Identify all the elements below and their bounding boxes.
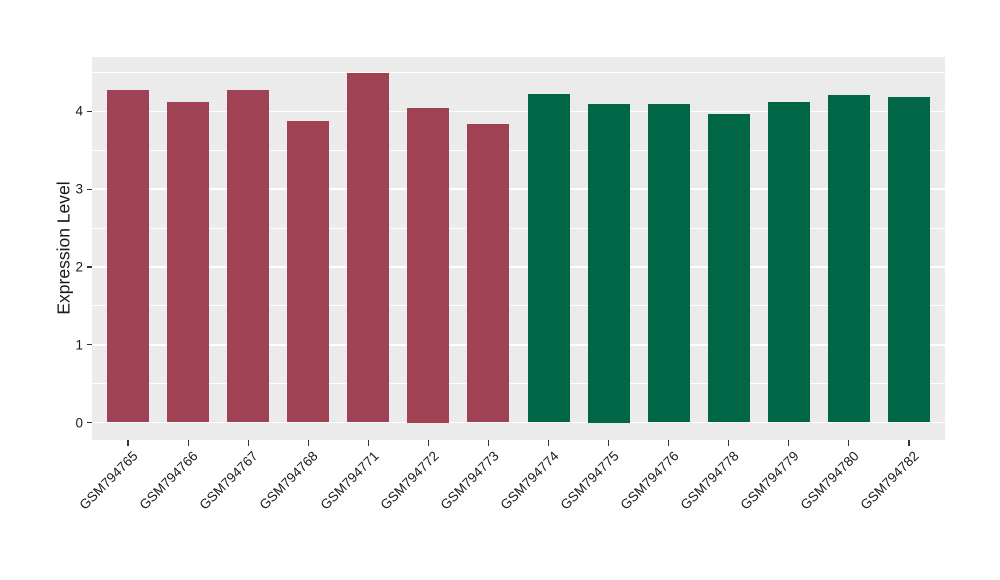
y-minor-gridline [92,383,945,385]
bar [167,102,210,423]
x-tick-label-text: GSM794768 [256,448,322,513]
x-tick-mark [848,440,850,446]
x-tick-label-text: GSM794775 [557,448,622,513]
x-tick-mark [608,440,610,446]
bar [347,73,390,423]
x-tick-mark [487,440,490,446]
y-tick-mark [87,344,92,346]
y-tick-label: 0 [75,414,83,430]
y-major-gridline [92,343,945,346]
y-minor-gridline [92,305,945,307]
bar [767,102,810,423]
x-tick-label-text: GSM794782 [857,448,922,513]
x-tick-mark [367,440,369,446]
y-tick-label: 3 [75,181,83,197]
y-major-gridline [92,421,945,424]
y-tick-label: 4 [75,103,83,119]
x-tick-mark [788,440,790,446]
y-tick-mark [87,110,92,113]
x-tick-label-text: GSM794780 [797,448,862,513]
plot-panel [92,57,945,440]
y-major-gridline [92,110,945,113]
bar [527,93,570,423]
x-tick-label-text: GSM794776 [617,448,682,513]
x-tick-mark [427,440,429,446]
y-axis-title: Expression Level [53,181,74,315]
x-tick-mark [247,440,249,446]
x-tick-label-text: GSM794774 [497,448,562,513]
bar [407,107,450,423]
y-minor-gridline [92,149,945,151]
x-tick-label-text: GSM794767 [196,448,262,513]
bar [287,120,330,423]
y-tick-label: 2 [75,259,83,275]
bar [227,89,270,423]
x-tick-label-text: GSM794773 [437,448,502,513]
x-tick-mark [307,440,309,446]
x-tick-label-text: GSM794766 [136,448,202,513]
y-minor-gridline [92,72,945,73]
x-tick-mark [668,440,670,446]
y-tick-mark [87,188,92,190]
bar [647,103,690,423]
x-tick-label-text: GSM794771 [316,448,382,513]
bar [107,89,150,423]
x-tick-mark [127,440,129,446]
x-tick-mark [908,440,910,446]
bar [887,96,930,423]
y-tick-mark [87,266,92,268]
y-tick-mark [87,421,92,424]
y-tick-label: 1 [75,336,83,352]
y-major-gridline [92,266,945,268]
x-tick-label-text: GSM794779 [737,448,802,513]
bar [587,104,630,423]
x-tick-mark [728,440,730,446]
bar [707,113,750,423]
y-major-gridline [92,188,945,190]
x-tick-mark [187,440,189,446]
x-tick-mark [547,440,550,446]
bar [467,123,510,423]
x-tick-label-text: GSM794772 [377,448,442,513]
bar [827,95,870,423]
y-minor-gridline [92,227,945,229]
x-tick-label-text: GSM794778 [677,448,742,513]
x-tick-label-text: GSM794765 [76,448,141,513]
